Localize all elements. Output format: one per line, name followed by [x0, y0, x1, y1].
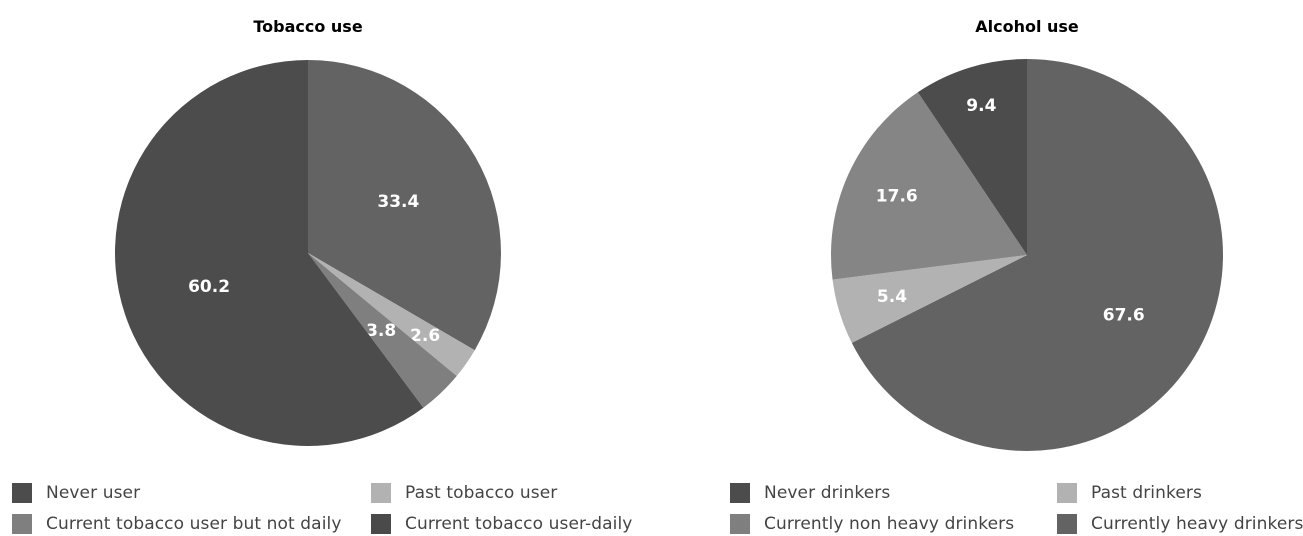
slice-value-label: 60.2: [188, 277, 230, 297]
legend-label: Currently heavy drinkers: [1091, 514, 1303, 534]
legend-item-never-user: Never user: [12, 483, 140, 503]
legend-label: Currently non heavy drinkers: [764, 514, 1015, 534]
slice-value-label: 33.4: [377, 192, 419, 212]
legend-label: Current tobacco user-daily: [405, 514, 633, 534]
pie-slice-never-drinkers: [917, 59, 1027, 255]
legend-swatch: [730, 483, 750, 503]
legend-swatch: [730, 514, 750, 534]
legend-swatch: [371, 514, 391, 534]
legend-label: Past drinkers: [1091, 483, 1202, 503]
pie-slice-currently-non-heavy-drinkers: [831, 92, 1027, 280]
pie-slice-past-drinkers: [832, 255, 1027, 343]
legend-swatch: [12, 514, 32, 534]
legend-swatch: [12, 483, 32, 503]
slice-value-label: 67.6: [1103, 306, 1145, 326]
legend-label: Past tobacco user: [405, 483, 558, 503]
legend-item-non-heavy-drinkers: Currently non heavy drinkers: [730, 514, 1014, 534]
pie-slice-currently-heavy-drinkers: [851, 59, 1223, 452]
pie-slice-past-tobacco-user: [308, 253, 475, 377]
slice-value-label: 2.6: [410, 326, 440, 346]
slice-value-label: 17.6: [876, 187, 918, 207]
slice-value-label: 3.8: [366, 321, 396, 341]
pie-slice-never-user: [115, 60, 424, 447]
legend-item-heavy-drinkers: Currently heavy drinkers: [1057, 514, 1303, 534]
legend-item-current-daily: Current tobacco user-daily: [371, 514, 632, 534]
alcohol-chart-title: Alcohol use: [975, 17, 1079, 36]
pie-slice-current-tobacco-user-but-not-daily: [308, 60, 501, 351]
legend-label: Never user: [46, 483, 141, 503]
legend-swatch: [371, 483, 391, 503]
legend-swatch: [1057, 514, 1077, 534]
legend-item-past-drinkers: Past drinkers: [1057, 483, 1202, 503]
legend-label: Current tobacco user but not daily: [46, 514, 342, 534]
legend-item-current-not-daily: Current tobacco user but not daily: [12, 514, 342, 534]
slice-value-label: 5.4: [877, 287, 907, 307]
legend-label: Never drinkers: [764, 483, 891, 503]
legend-item-never-drinkers: Never drinkers: [730, 483, 890, 503]
slice-value-label: 9.4: [966, 96, 996, 116]
tobacco-chart-title: Tobacco use: [253, 17, 363, 36]
legend-item-past-tobacco-user: Past tobacco user: [371, 483, 557, 503]
legend-swatch: [1057, 483, 1077, 503]
pie-slice-current-tobacco-user-daily: [308, 253, 457, 408]
